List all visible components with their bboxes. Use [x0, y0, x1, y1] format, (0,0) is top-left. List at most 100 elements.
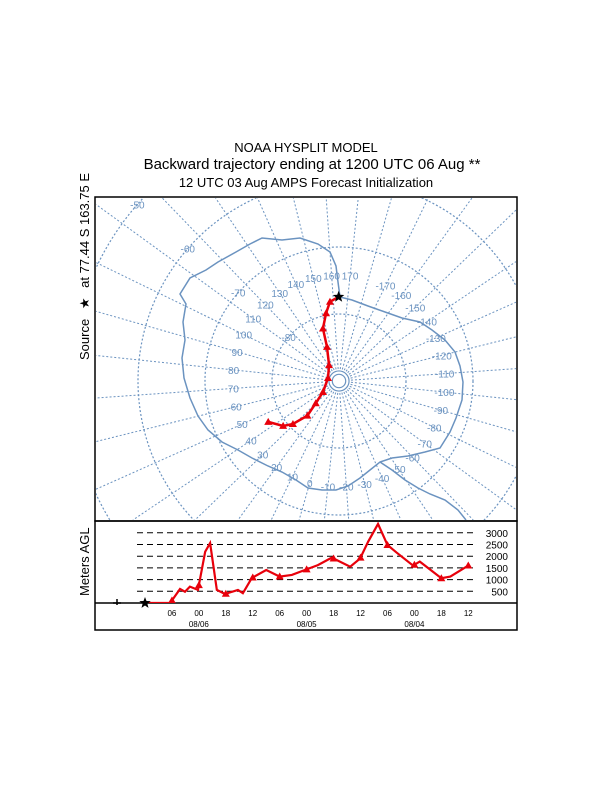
- meridian-line: [348, 261, 516, 375]
- time-tick-label: 06: [275, 609, 284, 618]
- height-series: [145, 522, 473, 603]
- source-star-icon: [332, 290, 345, 302]
- time-tick-label: 06: [383, 609, 392, 618]
- time-tick-label: 00: [302, 609, 311, 618]
- meridian-line: [323, 392, 339, 520]
- height-tick-label: 1500: [486, 564, 509, 575]
- height-tick-label: 1000: [486, 576, 509, 587]
- longitude-label: 80: [228, 366, 240, 377]
- height-marker: [275, 572, 284, 580]
- longitude-label: -40: [375, 474, 390, 485]
- height-marker: [168, 596, 176, 603]
- trajectory-marker: [322, 309, 331, 317]
- initialization-subtitle: 12 UTC 03 Aug AMPS Forecast Initializati…: [179, 175, 433, 190]
- time-tick-label: 00: [410, 609, 419, 618]
- time-tick-label: 18: [437, 609, 446, 618]
- latitude-ring: [331, 373, 347, 389]
- meridian-line: [345, 198, 473, 372]
- date-label: 08/06: [189, 620, 210, 629]
- longitude-label: -60: [405, 453, 420, 464]
- longitude-label: 0: [307, 479, 313, 490]
- height-marker: [221, 589, 230, 597]
- trajectory-title: Backward trajectory ending at 1200 UTC 0…: [144, 156, 481, 173]
- meridian-line: [215, 198, 333, 372]
- latitude-label: -80: [281, 333, 296, 344]
- meridian-line: [339, 392, 350, 520]
- trajectory-marker: [318, 388, 327, 396]
- longitude-label: 110: [245, 315, 261, 326]
- star-icon: ★: [77, 298, 92, 310]
- meridian-line: [96, 381, 328, 399]
- latitude-label: -70: [231, 289, 246, 300]
- trajectory-marker: [325, 297, 334, 305]
- meridian-line: [292, 198, 337, 370]
- height-marker: [383, 540, 392, 548]
- longitude-label: 20: [271, 463, 283, 474]
- trajectory-marker: [318, 324, 327, 332]
- meridian-line: [341, 392, 375, 520]
- meridian-line: [350, 383, 516, 433]
- source-label: Source ★ at 77.44 S 163.75 E: [77, 173, 92, 360]
- longitude-label: -70: [418, 439, 433, 450]
- svg-text:Source ★ at 77.4: Source ★ at 77.44 S 163.75 E: [77, 173, 92, 360]
- meridian-line: [96, 310, 328, 379]
- meridian-line: [132, 387, 330, 520]
- meridian-line: [257, 198, 335, 371]
- source-location: at 77.44 S 163.75 E: [77, 173, 92, 288]
- latitude-label: -60: [181, 245, 196, 256]
- meridian-line: [298, 392, 337, 520]
- trajectory-marker: [323, 374, 332, 382]
- height-tick-label: 2500: [486, 541, 509, 552]
- height-marker: [194, 581, 203, 589]
- height-marker: [248, 573, 257, 581]
- meridian-line: [194, 388, 331, 520]
- longitude-label: 60: [231, 403, 243, 414]
- longitude-label: -130: [426, 334, 446, 345]
- time-tick-label: 06: [167, 609, 176, 618]
- longitude-label: -50: [391, 465, 406, 476]
- longitude-label: 130: [271, 289, 288, 300]
- longitude-label: 70: [228, 384, 240, 395]
- date-label: 08/05: [297, 620, 318, 629]
- longitude-label: 90: [232, 348, 244, 359]
- height-axis-label: Meters AGL: [77, 527, 92, 596]
- longitude-label: -10: [321, 482, 336, 493]
- time-tick-label: 12: [464, 609, 473, 618]
- longitude-label: 150: [305, 274, 322, 285]
- longitude-label: -160: [391, 291, 411, 302]
- height-tick-label: 500: [491, 587, 508, 598]
- longitude-label: 160: [323, 271, 340, 282]
- longitude-label: -150: [405, 303, 425, 314]
- longitude-label: -80: [427, 423, 442, 434]
- meridian-line: [96, 204, 330, 375]
- meridian-line: [325, 198, 339, 370]
- latitude-ring: [271, 313, 407, 449]
- time-tick-label: 12: [356, 609, 365, 618]
- source-label-prefix: Source: [77, 319, 92, 360]
- meridian-line: [96, 262, 329, 377]
- source-star-icon: [139, 597, 151, 608]
- height-marker: [437, 574, 446, 582]
- height-marker: [410, 560, 419, 568]
- meridian-line: [270, 391, 335, 520]
- trajectory-marker: [264, 417, 273, 425]
- height-line: [145, 522, 469, 603]
- trajectory-path: [264, 290, 345, 429]
- model-title: NOAA HYSPLIT MODEL: [234, 140, 378, 155]
- height-marker: [329, 554, 338, 562]
- trajectory-marker: [311, 399, 320, 407]
- meridian-line: [161, 198, 332, 373]
- height-marker: [464, 561, 473, 569]
- longitude-label: -90: [434, 406, 449, 417]
- height-marker: [356, 553, 365, 561]
- longitude-label: 40: [246, 436, 258, 447]
- meridian-line: [345, 390, 434, 520]
- trajectory-marker: [322, 342, 331, 350]
- height-frame: [94, 520, 518, 631]
- longitude-label: 50: [237, 420, 249, 431]
- latitude-ring: [204, 246, 474, 516]
